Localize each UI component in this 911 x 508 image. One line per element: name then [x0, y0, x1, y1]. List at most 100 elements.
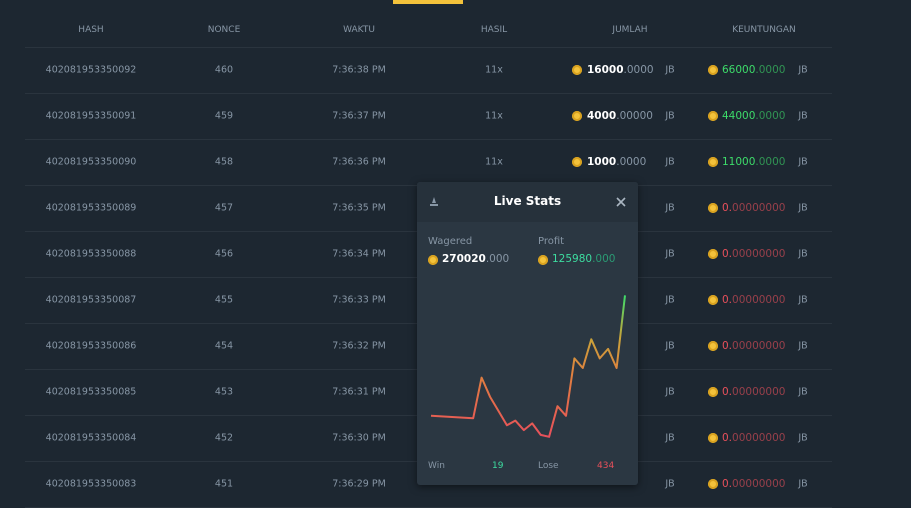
profit-main: 66000 — [722, 64, 756, 76]
amount-decimals: .0000 — [616, 156, 647, 168]
profit: 0.00000000 — [722, 432, 785, 444]
popup-header — [417, 182, 638, 222]
lose-count: 434 — [597, 461, 615, 471]
profit-main: 0. — [722, 478, 733, 490]
profit-currency: JB — [798, 64, 808, 76]
profit-currency: JB — [798, 294, 808, 306]
coin-icon — [708, 65, 718, 75]
profit-currency: JB — [798, 432, 808, 444]
profit-decimals: 00000000 — [732, 432, 786, 444]
coin-icon — [428, 255, 438, 265]
profit: 0.00000000 — [722, 478, 785, 490]
amount: 4000.00000 — [587, 110, 653, 122]
hash: 402081953350091 — [45, 110, 137, 122]
profit-decimals: 00000000 — [732, 202, 786, 214]
currency: JB — [665, 156, 675, 168]
time: 7:36:36 PM — [332, 156, 386, 168]
nonce: 456 — [214, 248, 234, 260]
currency: JB — [665, 202, 675, 214]
profit-main: 0. — [722, 202, 733, 214]
coin-icon — [708, 249, 718, 259]
profit-value: 125980.000 — [552, 253, 615, 265]
coin-icon — [572, 157, 582, 167]
hash: 402081953350085 — [45, 386, 137, 398]
amount: 16000.0000 — [587, 64, 654, 76]
hash: 402081953350089 — [45, 202, 137, 214]
currency: JB — [665, 64, 675, 76]
profit-currency: JB — [798, 478, 808, 490]
time: 7:36:32 PM — [332, 340, 386, 352]
profit-decimals: 00000000 — [732, 340, 786, 352]
currency: JB — [665, 478, 675, 490]
amount-main: 16000 — [587, 64, 624, 76]
pin-icon[interactable] — [428, 196, 440, 208]
profit-currency: JB — [798, 156, 808, 168]
wagered-value: 270020.000 — [442, 253, 509, 265]
profit-currency: JB — [798, 248, 808, 260]
time: 7:36:30 PM — [332, 432, 386, 444]
hash: 402081953350088 — [45, 248, 137, 260]
coin-icon — [708, 387, 718, 397]
profit-main: 0. — [722, 432, 733, 444]
coin-icon — [708, 479, 718, 489]
amount-main: 4000 — [587, 110, 617, 122]
wagered-main: 270020 — [442, 253, 486, 265]
lose-label: Lose — [538, 461, 559, 471]
column-header: KEUNTUNGAN — [732, 25, 796, 35]
profit-label: Profit — [538, 236, 565, 247]
time: 7:36:34 PM — [332, 248, 386, 260]
hash: 402081953350092 — [45, 64, 137, 76]
column-header: WAKTU — [343, 25, 375, 35]
amount-decimals: .00000 — [616, 110, 653, 122]
coin-icon — [708, 111, 718, 121]
currency: JB — [665, 432, 675, 444]
currency: JB — [665, 294, 675, 306]
profit-currency: JB — [798, 340, 808, 352]
profit: 0.00000000 — [722, 294, 785, 306]
close-button[interactable] — [616, 197, 626, 207]
currency: JB — [665, 340, 675, 352]
coin-icon — [538, 255, 548, 265]
coin-icon — [572, 111, 582, 121]
win-label: Win — [428, 461, 445, 471]
profit-decimals: 00000000 — [732, 386, 786, 398]
hash: 402081953350086 — [45, 340, 137, 352]
hash: 402081953350083 — [45, 478, 137, 490]
nonce: 453 — [214, 386, 234, 398]
result: 11x — [485, 64, 503, 76]
nonce: 455 — [214, 294, 234, 306]
time: 7:36:31 PM — [332, 386, 386, 398]
result: 11x — [485, 110, 503, 122]
nonce: 460 — [214, 64, 234, 76]
nonce: 459 — [214, 110, 234, 122]
profit-decimals: .0000 — [755, 110, 786, 122]
currency: JB — [665, 386, 675, 398]
nonce: 457 — [214, 202, 234, 214]
popup-title: Live Stats — [493, 194, 562, 208]
profit-decimals: 00000000 — [732, 478, 786, 490]
amount-main: 1000 — [587, 156, 617, 168]
profit-main: 0. — [722, 340, 733, 352]
time: 7:36:33 PM — [332, 294, 386, 306]
profit: 0.00000000 — [722, 386, 785, 398]
profit-decimals: 00000000 — [732, 294, 786, 306]
hash: 402081953350087 — [45, 294, 137, 306]
profit-main: 11000 — [722, 156, 756, 168]
amount: 1000.0000 — [587, 156, 646, 168]
profit-main: 44000 — [722, 110, 756, 122]
header-separator — [25, 47, 832, 48]
profit-currency: JB — [798, 202, 808, 214]
wagered-label: Wagered — [428, 236, 473, 247]
wagered-decimals: .000 — [485, 253, 510, 265]
row-separator — [25, 93, 832, 94]
nonce: 451 — [214, 478, 234, 490]
win-count: 19 — [492, 461, 504, 471]
result: 11x — [485, 156, 503, 168]
profit: 0.00000000 — [722, 248, 785, 260]
profit-currency: JB — [798, 386, 808, 398]
hash: 402081953350090 — [45, 156, 137, 168]
profit: 11000.0000 — [722, 156, 785, 168]
time: 7:36:37 PM — [332, 110, 386, 122]
profit-decimals: .000 — [592, 253, 616, 265]
row-separator — [25, 139, 832, 140]
